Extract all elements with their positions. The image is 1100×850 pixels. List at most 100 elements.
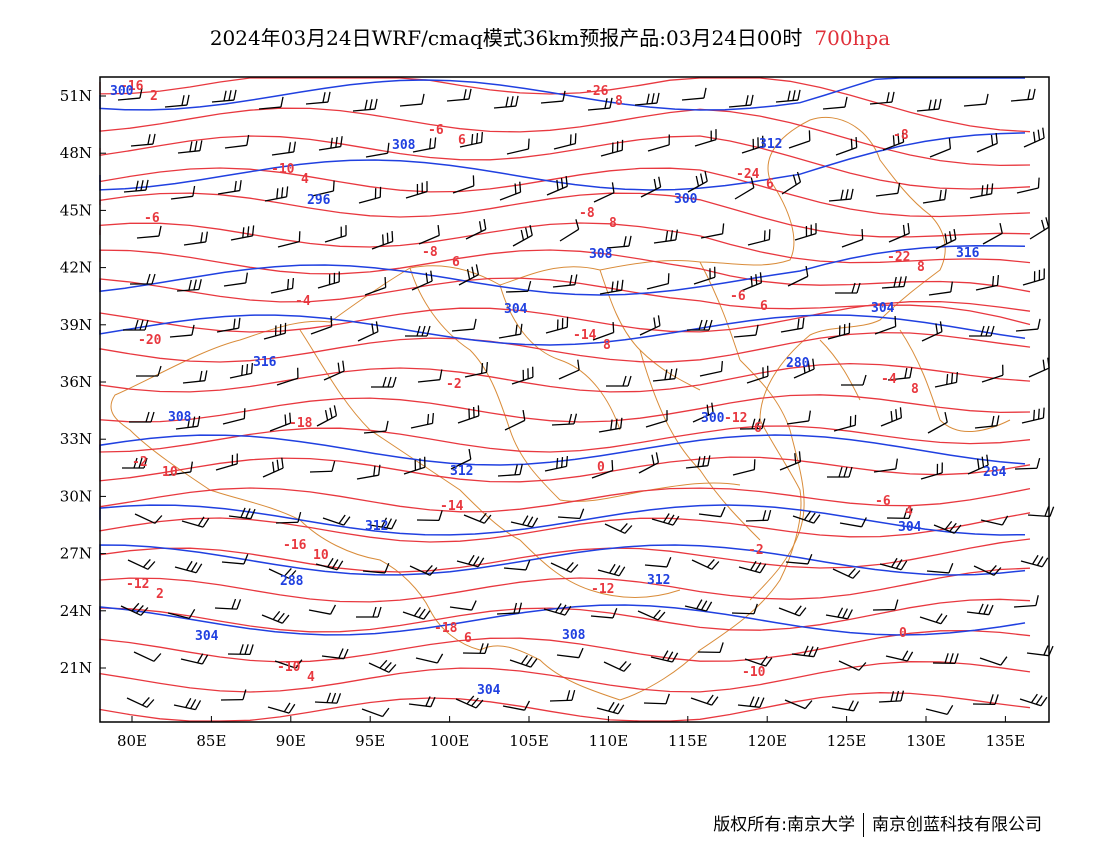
- height-label: 308: [392, 138, 416, 153]
- wind-barb: [827, 466, 853, 478]
- wind-barb: [164, 94, 190, 108]
- wind-barb: [358, 186, 382, 204]
- height-label: 308: [589, 247, 613, 262]
- temperature-label: -6: [730, 289, 746, 304]
- temperature-label: -24: [736, 167, 760, 182]
- wind-barb: [126, 696, 155, 708]
- wind-barb: [174, 560, 203, 574]
- wind-barb: [216, 317, 241, 333]
- wind-barb: [418, 224, 440, 245]
- wind-barb: [305, 91, 331, 105]
- wind-barb: [317, 271, 340, 289]
- wind-barbs: [117, 87, 1055, 718]
- wind-barb: [974, 415, 1000, 429]
- temperature-label: -12: [126, 577, 149, 592]
- temperature-label: -6: [875, 494, 891, 509]
- border-inner-8: [699, 261, 741, 361]
- wind-barb: [787, 265, 809, 287]
- wind-barb: [352, 98, 378, 112]
- wind-barb: [598, 417, 623, 433]
- wind-barb: [462, 643, 489, 655]
- wind-barb: [1016, 177, 1040, 194]
- wind-barb: [929, 138, 952, 158]
- temperature-label: -10: [742, 665, 766, 680]
- wind-barb: [411, 270, 433, 291]
- wind-barb: [369, 517, 397, 530]
- wind-barb: [927, 411, 948, 434]
- wind-barb: [557, 508, 585, 520]
- wind-barb: [543, 603, 572, 616]
- height-label: 312: [759, 137, 782, 152]
- wind-barb: [277, 231, 301, 248]
- wind-barb: [499, 181, 522, 201]
- wind-barb: [133, 651, 162, 662]
- height-isoline: [99, 604, 1026, 636]
- wind-barb: [606, 235, 632, 249]
- coastline: [739, 359, 805, 601]
- wind-barb: [835, 282, 861, 294]
- height-label: 300: [674, 192, 698, 207]
- wind-barb: [170, 185, 196, 200]
- wind-barb: [828, 188, 854, 202]
- wind-barb: [175, 415, 201, 430]
- wind-barb: [737, 696, 765, 708]
- wind-barb: [498, 323, 523, 339]
- wind-barb: [969, 325, 995, 337]
- wind-barb: [734, 177, 755, 200]
- temperature-label: -8: [893, 128, 909, 143]
- temperature-label: 8: [615, 94, 623, 109]
- wind-barb: [926, 562, 954, 574]
- wind-barb: [1019, 693, 1048, 707]
- height-isoline: [99, 544, 1026, 576]
- wind-barb: [457, 405, 480, 424]
- wind-barb: [1020, 554, 1049, 568]
- wind-barb: [732, 459, 756, 476]
- wind-barb: [512, 224, 533, 247]
- wind-barb: [452, 175, 475, 194]
- wind-barb: [596, 701, 625, 715]
- wind-barb: [831, 700, 859, 712]
- wind-barb: [505, 280, 532, 293]
- lat-tick-label: 33N: [60, 430, 92, 448]
- lon-tick-label: 110E: [589, 732, 629, 750]
- wind-barb: [180, 653, 209, 665]
- temperature-label: -4: [295, 294, 311, 309]
- height-label: 288: [280, 574, 304, 589]
- lat-tick-label: 30N: [60, 487, 92, 505]
- wind-barb: [887, 367, 913, 381]
- temperature-isotherm: [99, 135, 1031, 190]
- wind-barb: [739, 418, 766, 430]
- wind-barb: [731, 603, 758, 615]
- wind-barb: [599, 279, 624, 295]
- wind-barb: [590, 607, 618, 619]
- wind-barb: [271, 141, 297, 156]
- wind-barb: [919, 613, 948, 625]
- wind-barb: [463, 512, 492, 524]
- wind-barb: [416, 510, 443, 522]
- temperature-isotherm: [99, 107, 1031, 167]
- height-contours: [99, 77, 1026, 636]
- wind-barb: [540, 90, 566, 104]
- wind-barb: [261, 610, 290, 624]
- wind-barb: [786, 410, 812, 425]
- wind-barb: [794, 223, 817, 241]
- wind-barb: [744, 655, 773, 667]
- height-label: 284: [983, 465, 1007, 480]
- wind-barb: [645, 410, 668, 428]
- temperature-label: -14: [573, 328, 597, 343]
- wind-barb: [214, 598, 242, 610]
- lat-tick-label: 36N: [60, 373, 92, 391]
- wind-barb: [916, 98, 942, 112]
- wind-barb: [227, 644, 254, 656]
- wind-barb: [503, 559, 531, 571]
- temperature-isotherm: [99, 538, 1031, 573]
- wind-barb: [130, 133, 156, 147]
- height-isoline: [99, 132, 1026, 191]
- wind-barb: [309, 460, 336, 473]
- wind-barb: [780, 317, 805, 333]
- wind-barb: [134, 513, 163, 524]
- wind-barb: [687, 170, 708, 193]
- wind-barb: [881, 276, 907, 289]
- lat-tick-label: 51N: [60, 87, 92, 105]
